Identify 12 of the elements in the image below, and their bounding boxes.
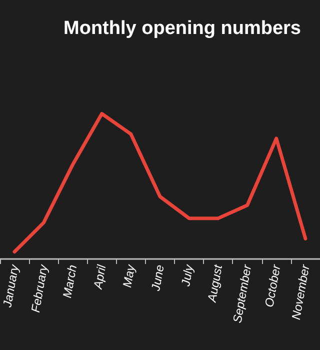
x-tick-label: October: [262, 262, 284, 308]
x-tick-label: November: [288, 262, 313, 321]
x-tick-label: June: [148, 263, 167, 293]
x-tick-label: January: [0, 262, 22, 310]
x-tick-label: February: [28, 262, 51, 314]
chart-title: Monthly opening numbers: [64, 18, 302, 39]
x-tick-label: May: [120, 262, 138, 289]
x-tick-label: April: [90, 263, 109, 291]
x-tick-label: August: [204, 263, 226, 304]
x-tick-label: March: [60, 263, 80, 300]
x-tick-label: July: [178, 262, 196, 288]
x-tick-label: September: [230, 262, 254, 324]
